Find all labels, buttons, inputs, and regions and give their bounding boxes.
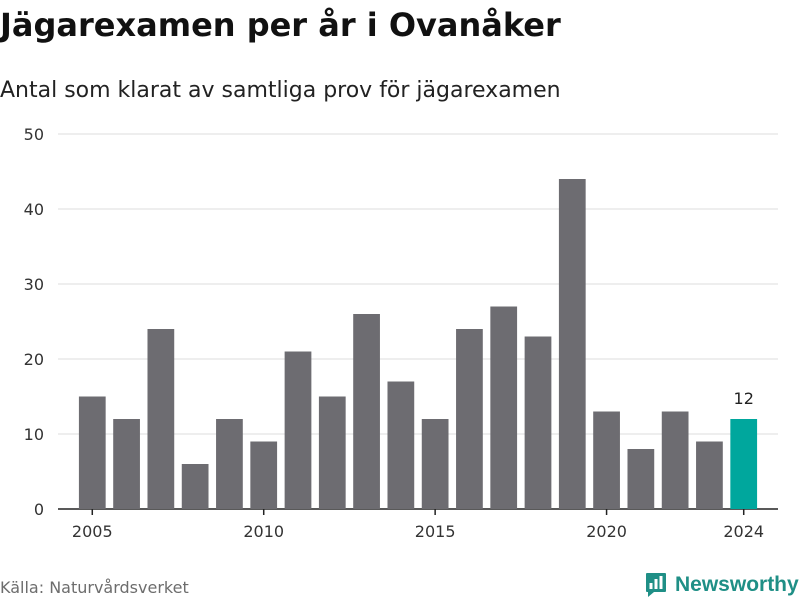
x-axis-ticks: 2005 2010 2015 2020 2024 bbox=[72, 509, 764, 541]
chart-subtitle: Antal som klarat av samtliga prov för jä… bbox=[0, 78, 561, 103]
bar bbox=[661, 411, 689, 509]
bar bbox=[181, 464, 209, 509]
x-tick-label: 2024 bbox=[723, 522, 764, 541]
bar bbox=[250, 441, 278, 509]
bar bbox=[353, 314, 380, 509]
bar-chart-logo-icon bbox=[646, 573, 666, 597]
bar bbox=[113, 419, 140, 509]
y-tick-label: 0 bbox=[34, 500, 44, 519]
data-label: 12 bbox=[734, 389, 754, 408]
x-tick-label: 2010 bbox=[243, 522, 284, 541]
y-tick-label: 50 bbox=[24, 125, 44, 144]
bar bbox=[456, 329, 483, 509]
x-tick-label: 2005 bbox=[72, 522, 113, 541]
bar bbox=[524, 336, 552, 509]
bar bbox=[627, 449, 655, 509]
x-tick-label: 2020 bbox=[586, 522, 627, 541]
y-tick-label: 10 bbox=[24, 425, 44, 444]
source-note: Källa: Naturvårdsverket bbox=[0, 578, 189, 597]
bar bbox=[318, 396, 346, 509]
bar bbox=[284, 351, 312, 509]
bars bbox=[78, 179, 758, 509]
bar bbox=[421, 419, 449, 509]
gridlines bbox=[58, 133, 778, 510]
bar bbox=[387, 381, 415, 509]
y-tick-label: 30 bbox=[24, 275, 44, 294]
bar bbox=[216, 419, 243, 509]
brand-name: Newsworthy bbox=[675, 573, 799, 596]
bar bbox=[490, 306, 518, 509]
y-tick-label: 20 bbox=[24, 350, 44, 369]
data-labels: 12 bbox=[734, 389, 754, 408]
bar bbox=[147, 329, 175, 509]
chart-title: Jägarexamen per år i Ovanåker bbox=[0, 6, 561, 44]
y-tick-label: 40 bbox=[24, 200, 44, 219]
brand-logo[interactable]: Newsworthy bbox=[645, 570, 800, 600]
y-axis-ticks: 0 10 20 30 40 50 bbox=[24, 125, 44, 519]
bar bbox=[696, 441, 723, 509]
bar bbox=[593, 411, 620, 509]
bar bbox=[558, 179, 586, 509]
bar bbox=[78, 396, 106, 509]
bar-highlight bbox=[730, 419, 758, 509]
x-tick-label: 2015 bbox=[415, 522, 456, 541]
